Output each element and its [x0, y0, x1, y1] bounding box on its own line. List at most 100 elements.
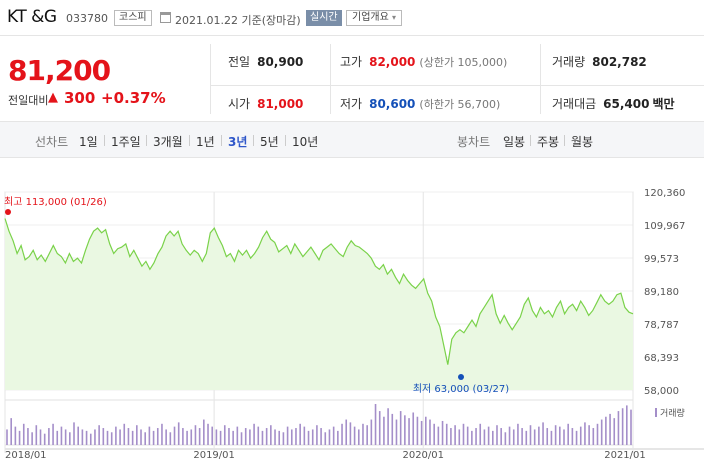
tab-period-3m[interactable]: 3개월 — [153, 135, 183, 149]
volume-bar — [471, 430, 473, 445]
volume-bar — [52, 423, 54, 445]
price-line — [4, 218, 634, 365]
volume-bar — [609, 413, 611, 445]
price-chart[interactable]: 120,360 109,967 99,573 89,180 78,787 68,393 58… — [0, 158, 704, 464]
volume-bar — [203, 419, 205, 445]
quote-date-suffix: 기준(장마감) — [241, 14, 301, 27]
tab-daily-candle[interactable]: 일봉 — [503, 135, 526, 149]
y-tick-label: 68,393 — [644, 353, 679, 364]
volume-bar — [600, 419, 603, 445]
change-value: 300 — [64, 89, 96, 107]
min-marker — [458, 374, 464, 380]
realtime-button[interactable]: 실시간 — [306, 10, 342, 26]
company-info-button[interactable]: 기업개요 ▾ — [346, 10, 403, 26]
volume-bar — [617, 411, 620, 445]
volume-bar — [253, 423, 255, 445]
tab-period-1d[interactable]: 1일 — [79, 135, 98, 149]
volume-bar — [102, 428, 105, 445]
amount-value: 65,400 — [603, 97, 650, 111]
volume-bar — [286, 426, 289, 445]
volume-bar — [487, 426, 490, 445]
low-price: 저가 80,600 (하한가 56,700) — [340, 95, 500, 112]
volume-bar — [261, 430, 264, 445]
y-tick-label: 109,967 — [644, 221, 685, 232]
volume-bar — [48, 428, 50, 445]
divider — [189, 135, 190, 146]
volume-bar — [554, 425, 557, 445]
volume-bar — [605, 416, 607, 445]
volume-bar — [244, 428, 247, 445]
volume-bar — [73, 422, 75, 445]
volume-frame — [4, 399, 634, 446]
volume-bar — [408, 418, 410, 445]
tab-period-1w[interactable]: 1주일 — [111, 135, 141, 149]
change-percent: +0.37% — [101, 89, 166, 107]
volume-bar — [115, 426, 117, 445]
volume-bar — [278, 430, 281, 445]
volume-bar — [429, 419, 431, 445]
volume-value: 802,782 — [592, 55, 647, 69]
volume-bar — [383, 416, 385, 445]
divider — [104, 135, 105, 146]
volume-bar — [345, 419, 348, 445]
divider — [210, 85, 704, 86]
volume-bar — [31, 432, 33, 445]
volume: 거래량 802,782 — [552, 53, 647, 70]
trade-amount: 거래대금 65,400 백만 — [552, 95, 675, 112]
volume-bar — [362, 423, 364, 445]
volume-bar — [303, 426, 306, 445]
volume-bar — [43, 433, 46, 445]
volume-bar — [190, 429, 193, 445]
volume-bar — [69, 432, 71, 445]
volume-bar — [219, 430, 222, 445]
tab-period-5y[interactable]: 5년 — [260, 135, 279, 149]
volume-bar — [64, 429, 67, 445]
tab-monthly-candle[interactable]: 월봉 — [571, 135, 594, 149]
volume-bar — [127, 428, 130, 445]
volume-bar — [240, 432, 243, 445]
volume-bar — [27, 428, 29, 445]
volume-bar — [424, 416, 427, 445]
volume-bar — [328, 429, 331, 445]
volume-bar — [357, 429, 360, 445]
volume-bar — [94, 429, 96, 445]
volume-bar — [626, 405, 628, 445]
tab-period-10y[interactable]: 10년 — [292, 135, 319, 149]
open-price: 시가 81,000 — [228, 95, 303, 112]
upper-limit: (상한가 105,000) — [419, 56, 508, 69]
volume-bar — [420, 420, 423, 445]
volume-bar — [458, 429, 461, 445]
volume-bar — [567, 423, 569, 445]
volume-bar — [35, 425, 38, 445]
volume-bar — [445, 423, 448, 445]
chart-tabs: 선차트 1일 1주일 3개월 1년 3년 5년 10년 봉차트 일봉 주봉 월봉 — [0, 122, 704, 158]
volume-bar — [144, 432, 147, 445]
volume-bar — [433, 423, 435, 445]
volume-bar — [274, 429, 276, 445]
volume-bar — [437, 426, 440, 445]
volume-bar — [232, 430, 234, 445]
quote-date-value: 2021.01.22 — [175, 14, 238, 27]
low-label: 저가 — [340, 97, 363, 111]
x-tick-label: 2021/01 — [604, 450, 646, 461]
company-info-label: 기업개요 — [352, 12, 389, 23]
volume-bar — [110, 432, 113, 445]
volume-bar — [366, 425, 368, 445]
volume-bar — [450, 428, 452, 445]
divider — [330, 44, 331, 114]
tab-period-3y[interactable]: 3년 — [228, 135, 248, 149]
tab-weekly-candle[interactable]: 주봉 — [537, 135, 560, 149]
tab-period-1y[interactable]: 1년 — [196, 135, 215, 149]
volume-bar — [324, 432, 327, 445]
x-tick-label: 2018/01 — [5, 450, 47, 461]
prev-close-label: 전일 — [228, 55, 251, 69]
price-area — [5, 218, 633, 390]
prev-close-value: 80,900 — [257, 55, 304, 69]
volume-bar — [270, 425, 272, 445]
y-tick-label: 89,180 — [644, 287, 679, 298]
volume-bar — [60, 426, 63, 445]
volume-bar — [378, 411, 381, 445]
y-tick-label: 99,573 — [644, 254, 679, 265]
volume-bar — [332, 426, 335, 445]
volume-bar — [550, 430, 553, 445]
